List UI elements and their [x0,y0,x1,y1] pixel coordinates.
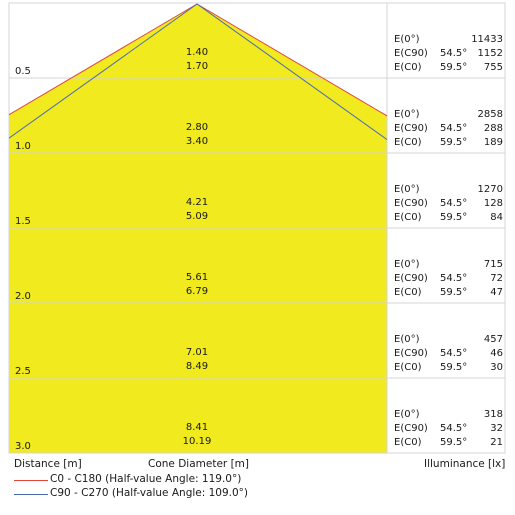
c90-edge-left [9,3,198,139]
angle-c90-label: 54.5° [440,273,467,284]
x-axis-label: Distance [m] [14,458,82,470]
e-c90-value: 288 [484,123,503,134]
cone-diameter-c90-label: 2.80 [186,122,208,133]
e-c90-label: E(C90) [394,48,428,59]
c0-edge-left [9,3,198,116]
e-c90-value: 128 [484,198,503,209]
e-c0-label: E(C0) [394,62,422,73]
e-c90-value: 46 [490,348,503,359]
cone-diameter-c0-label: 5.09 [186,211,208,222]
angle-c0-label: 59.5° [440,62,467,73]
distance-label: 0.5 [15,66,31,77]
angle-c0-label: 59.5° [440,287,467,298]
angle-c90-label: 54.5° [440,123,467,134]
distance-label: 3.0 [15,441,31,452]
e-c0-value: 84 [490,212,503,223]
cone-diameter-c90-label: 7.01 [186,347,208,358]
cone-diameter-c90-label: 1.40 [186,47,208,58]
cone-diameter-c90-label: 5.61 [186,272,208,283]
e-c90-value: 72 [490,273,503,284]
c0-edge-right [196,3,387,117]
cone-diameter-label: Cone Diameter [m] [148,458,249,470]
e-c0-label: E(C0) [394,137,422,148]
e-c90-label: E(C90) [394,423,428,434]
e0-label: E(0°) [394,334,420,345]
angle-c90-label: 54.5° [440,48,467,59]
cone-diameter-c0-label: 10.19 [183,436,212,447]
angle-c90-label: 54.5° [440,423,467,434]
angle-c90-label: 54.5° [440,348,467,359]
e-c0-value: 47 [490,287,503,298]
e-c0-label: E(C0) [394,212,422,223]
distance-label: 1.5 [15,216,31,227]
legend-swatch-c0 [14,480,48,481]
cone-diameter-c0-label: 8.49 [186,361,208,372]
angle-c0-label: 59.5° [440,212,467,223]
distance-label: 1.0 [15,141,31,152]
distance-label: 2.5 [15,366,31,377]
e0-value: 2858 [478,109,503,120]
legend-label-c90: C90 - C270 (Half-value Angle: 109.0°) [50,487,249,499]
e0-value: 1270 [478,184,503,195]
e-c0-value: 189 [484,137,503,148]
e-c0-value: 21 [490,437,503,448]
c90-edge-right [196,3,387,141]
e0-label: E(0°) [394,259,420,270]
e0-label: E(0°) [394,409,420,420]
e0-value: 318 [484,409,503,420]
angle-c90-label: 54.5° [440,198,467,209]
cone-diameter-c90-label: 8.41 [186,422,208,433]
e0-label: E(0°) [394,34,420,45]
e0-value: 11433 [471,34,503,45]
legend-label-c0: C0 - C180 (Half-value Angle: 119.0°) [50,473,242,485]
legend-swatch-c90 [14,494,48,495]
distance-label: 2.0 [15,291,31,302]
e0-value: 457 [484,334,503,345]
e-c0-value: 30 [490,362,503,373]
angle-c0-label: 59.5° [440,437,467,448]
angle-c0-label: 59.5° [440,362,467,373]
e-c0-label: E(C0) [394,362,422,373]
angle-c0-label: 59.5° [440,137,467,148]
e-c90-label: E(C90) [394,123,428,134]
e-c0-label: E(C0) [394,287,422,298]
e-c90-label: E(C90) [394,348,428,359]
e-c0-label: E(C0) [394,437,422,448]
e0-label: E(0°) [394,184,420,195]
cone-diameter-c90-label: 4.21 [186,197,208,208]
cone-diameter-c0-label: 6.79 [186,286,208,297]
illuminance-label: Illuminance [lx] [424,458,506,470]
e0-label: E(0°) [394,109,420,120]
e-c90-value: 32 [490,423,503,434]
cone-diameter-c0-label: 1.70 [186,61,208,72]
e-c90-value: 1152 [478,48,503,59]
e-c90-label: E(C90) [394,198,428,209]
e-c0-value: 755 [484,62,503,73]
e-c90-label: E(C90) [394,273,428,284]
e0-value: 715 [484,259,503,270]
cone-diameter-c0-label: 3.40 [186,136,208,147]
